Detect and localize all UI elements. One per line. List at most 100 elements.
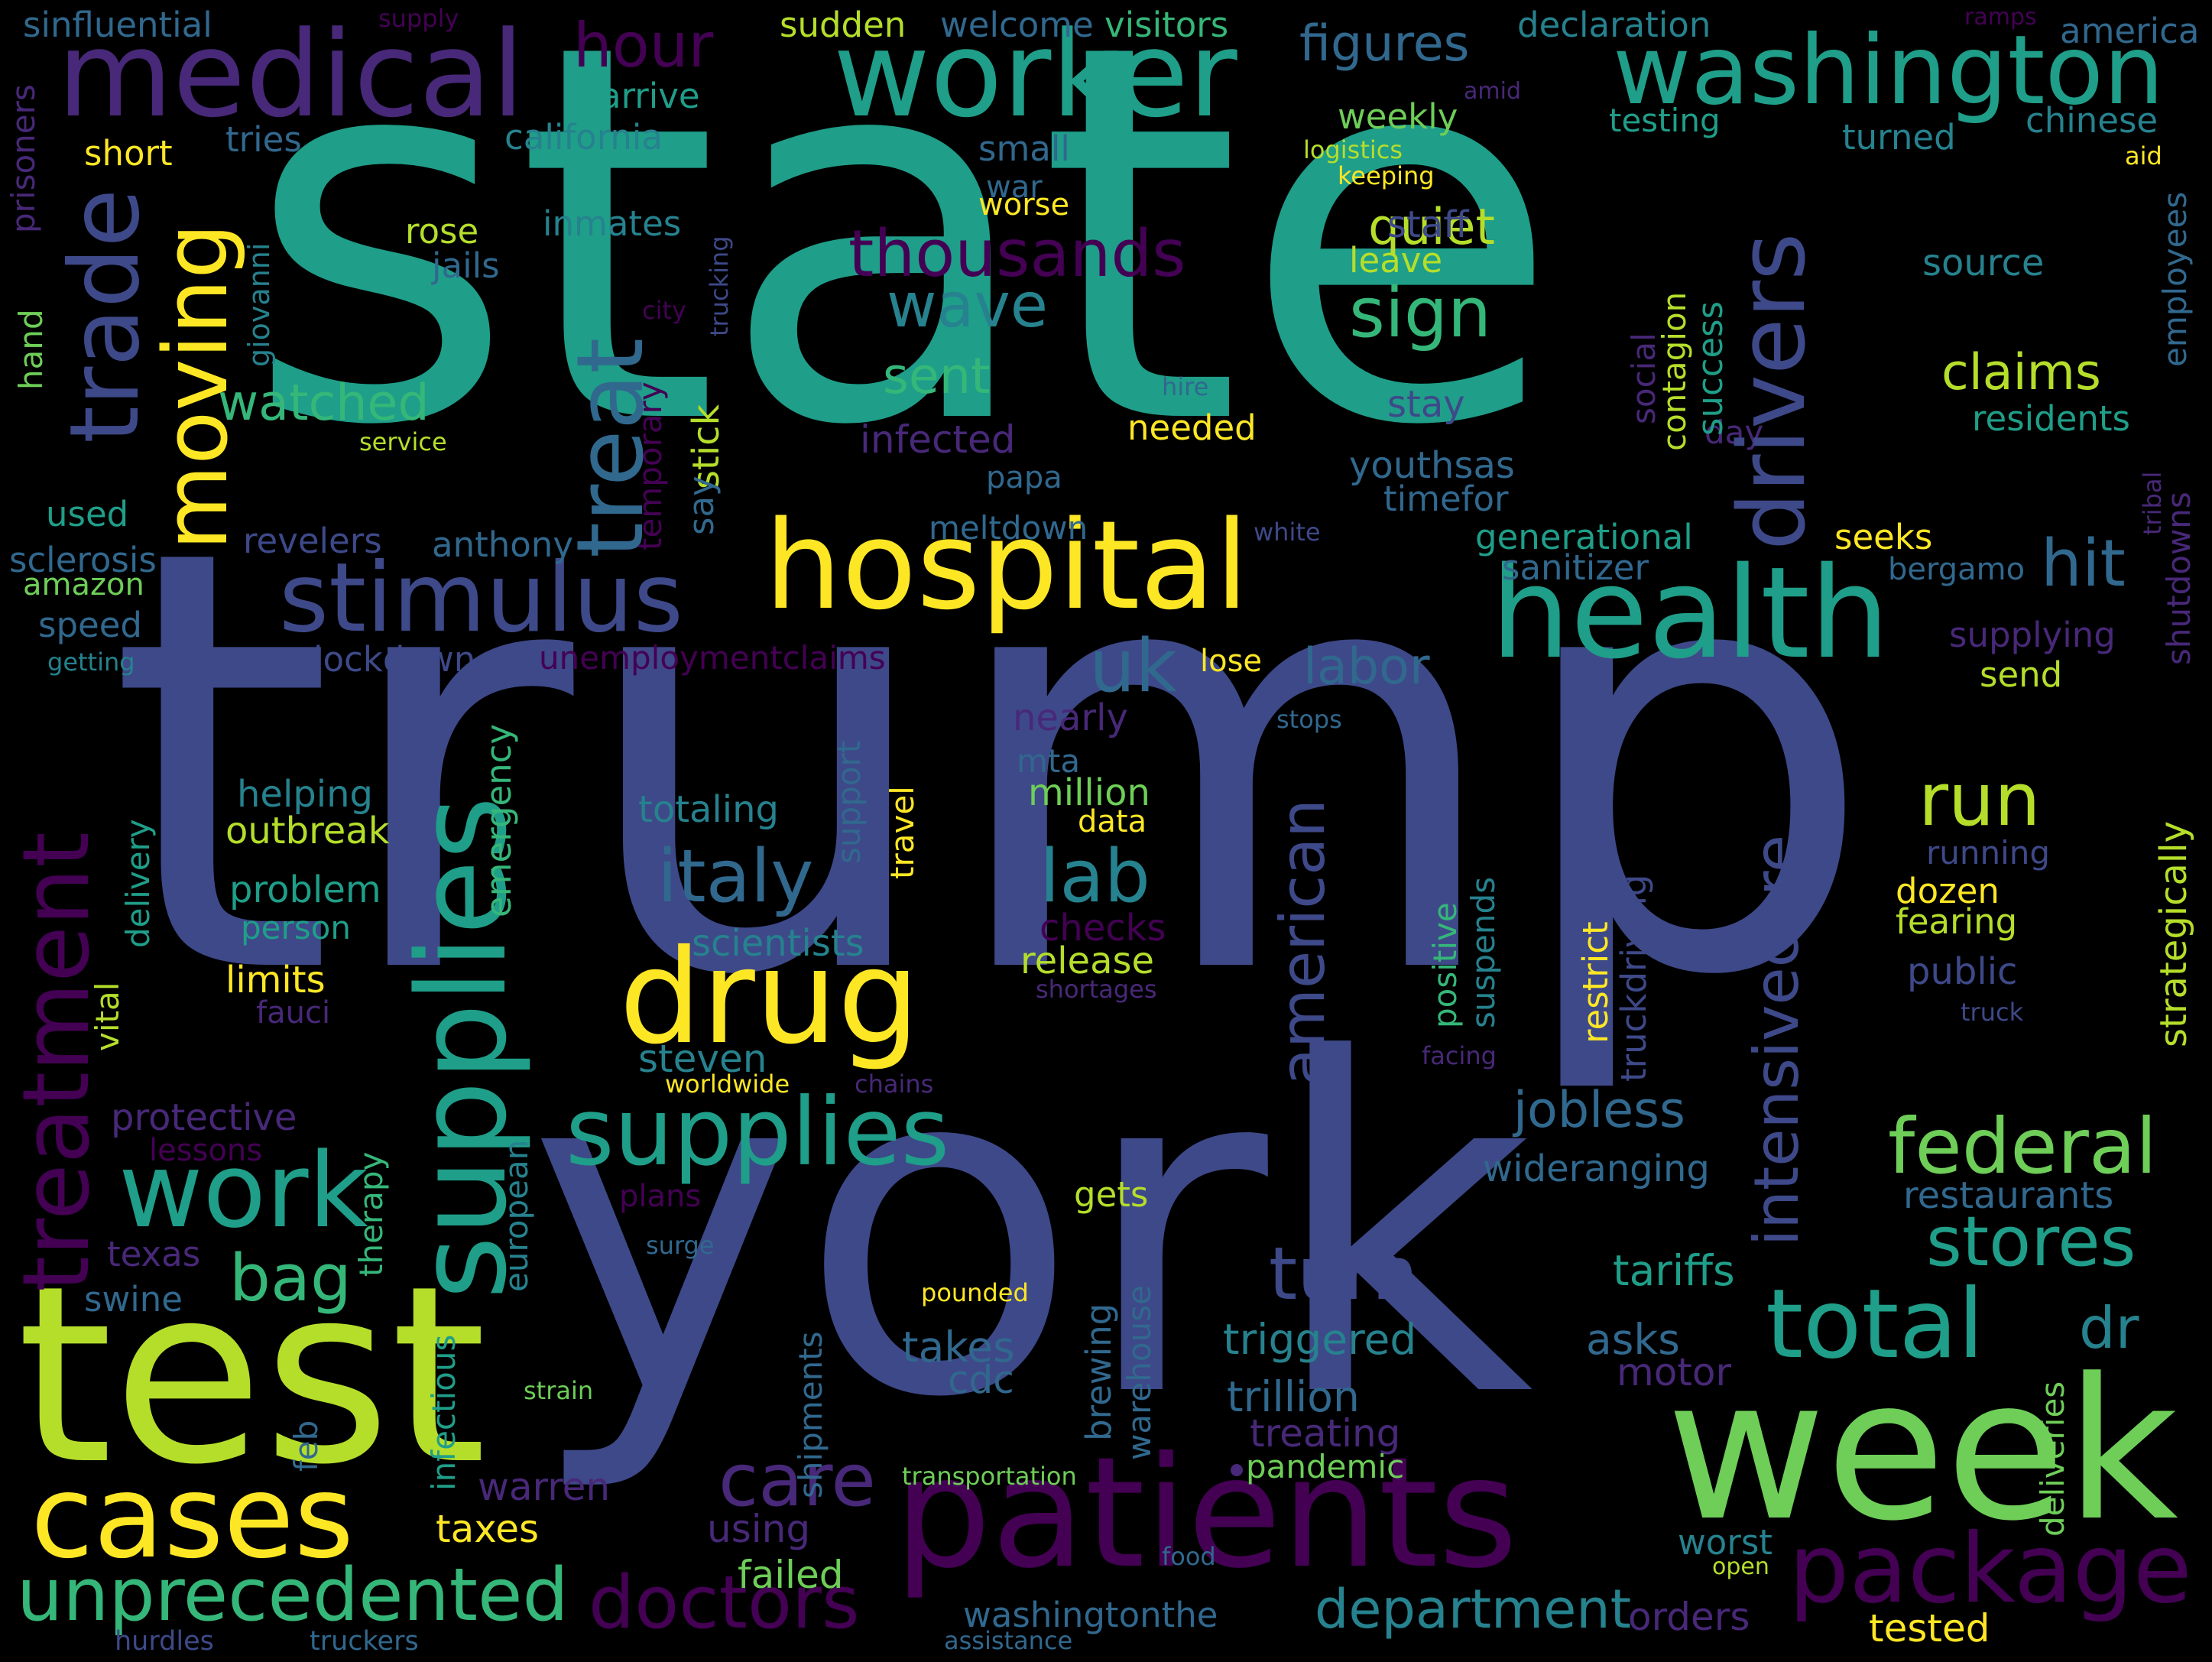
word-welcome: welcome [940, 5, 1094, 45]
word-success: success [1690, 300, 1730, 436]
word-wave: wave [887, 270, 1049, 341]
word-stores: stores [1926, 1202, 2136, 1282]
word-delivery: delivery [119, 819, 157, 948]
word-shutdowns: shutdowns [2160, 492, 2197, 665]
word-sinfluential: sinfluential [23, 5, 212, 45]
word-cases: cases [31, 1451, 354, 1584]
word-package: package [1789, 1514, 2192, 1625]
word-turn: turn [1269, 1232, 1419, 1316]
word-lessons: lessons [149, 1133, 263, 1168]
word-failed: failed [738, 1553, 844, 1597]
word-travel: travel [884, 786, 921, 879]
word-ramps: ramps [1964, 4, 2037, 31]
word-drug: drug [619, 922, 920, 1073]
word-stimulus: stimulus [279, 543, 683, 654]
word-youthsas: youthsas [1349, 444, 1515, 487]
word-amid: amid [1464, 78, 1521, 105]
word-supply: supply [378, 4, 459, 33]
word-assistance: assistance [944, 1626, 1073, 1655]
word-data: data [1078, 804, 1147, 839]
word-inmates: inmates [543, 203, 682, 244]
word-needed: needed [1127, 407, 1257, 448]
word-service: service [359, 427, 447, 456]
word-timefor: timefor [1383, 479, 1509, 519]
word-amazon: amazon [23, 567, 144, 602]
word-person: person [241, 909, 351, 946]
word-contagion: contagion [1656, 291, 1693, 451]
word-employees: employees [2156, 191, 2194, 367]
word-dr: dr [2079, 1294, 2139, 1362]
word-stay: stay [1387, 383, 1465, 426]
word-labor: labor [1303, 638, 1430, 696]
word-arrive: arrive [600, 76, 700, 116]
word-scientists: scientists [692, 922, 864, 965]
word-mta: mta [1017, 742, 1081, 780]
word-unprecedented: unprecedented [17, 1553, 569, 1638]
word-totaling: totaling [638, 788, 779, 831]
word-hit: hit [2041, 526, 2126, 602]
word-warren: warren [478, 1465, 611, 1509]
word-trump: trump [107, 427, 1876, 1102]
word-work: work [118, 1131, 368, 1251]
word-source: source [1922, 242, 2045, 284]
word-infected: infected [860, 417, 1016, 462]
word-drivers: drivers [1720, 232, 1826, 550]
word-restaurants: restaurants [1903, 1174, 2114, 1217]
word-logistics: logistics [1303, 135, 1403, 164]
word-worst: worst [1678, 1522, 1773, 1563]
word-sent: sent [883, 348, 991, 405]
word-lab: lab [1040, 835, 1150, 919]
word-infectious: infectious [425, 1334, 462, 1491]
word-truckers: truckers [310, 1626, 419, 1657]
word-chains: chains [855, 1070, 934, 1099]
word-quiet: quiet [1368, 199, 1495, 256]
word-release: release [1020, 940, 1155, 982]
word-white: white [1254, 518, 1321, 547]
word-jobless: jobless [1513, 1082, 1685, 1139]
word-gets: gets [1074, 1174, 1149, 1215]
word-testing: testing [1609, 102, 1721, 139]
word-giovanni: giovanni [242, 242, 276, 367]
word-state: state [245, 0, 1562, 539]
word-figures: figures [1299, 15, 1470, 73]
word-million: million [1028, 771, 1150, 814]
word-care: care [718, 1439, 876, 1523]
word-say: say [681, 476, 722, 535]
word-deliveries: deliveries [2034, 1381, 2071, 1537]
word-checks: checks [1040, 907, 1166, 949]
word-declaration: declaration [1517, 5, 1711, 45]
word-anthony: anthony [432, 524, 573, 565]
word-nearly: nearly [1013, 696, 1128, 739]
word-seeks: seeks [1834, 517, 1933, 557]
word-plans: plans [619, 1179, 702, 1214]
word-emergency: emergency [478, 723, 519, 917]
word-problem: problem [229, 868, 381, 911]
word-claims: claims [1941, 344, 2101, 401]
word-fearing: fearing [1896, 901, 2018, 942]
word-texas: texas [107, 1234, 201, 1274]
word-getting: getting [47, 648, 135, 677]
word-sign: sign [1349, 273, 1492, 353]
word-week: week [1666, 1337, 2178, 1564]
word-speed: speed [38, 605, 142, 645]
word-federal: federal [1888, 1102, 2157, 1191]
word-pounded: pounded [921, 1278, 1029, 1307]
word-war: war [986, 170, 1043, 205]
word-uk: uk [1089, 625, 1178, 709]
word-california: california [504, 117, 663, 157]
word-italy: italy [657, 835, 814, 919]
word-motor: motor [1617, 1350, 1732, 1394]
word-america: america [2060, 11, 2200, 51]
word-washington: washington [1613, 15, 2165, 126]
word-running: running [1926, 834, 2051, 872]
word-restrict: restrict [1575, 921, 1616, 1044]
word-vital: vital [89, 982, 126, 1051]
word-takes: takes [902, 1323, 1015, 1371]
word-trade: trade [50, 188, 161, 443]
word-leave: leave [1349, 240, 1443, 281]
word-day: day [1704, 414, 1764, 451]
word-truck: truck [1961, 998, 2024, 1027]
word-thousands: thousands [848, 216, 1186, 292]
word-jails: jails [432, 245, 500, 286]
word-keeping: keeping [1338, 161, 1435, 190]
